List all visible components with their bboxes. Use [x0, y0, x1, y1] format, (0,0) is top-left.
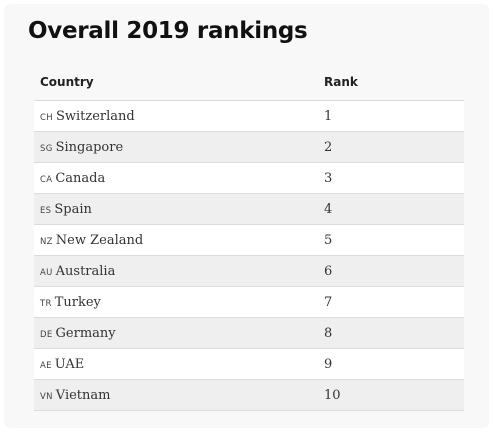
rank-cell: 3	[324, 170, 333, 186]
country-cell: DE Germany	[34, 326, 322, 341]
country-name: UAE	[54, 356, 85, 372]
rank-cell: 5	[324, 232, 333, 248]
table-row: ES Spain 4	[34, 194, 464, 225]
country-cell: CA Canada	[34, 171, 322, 186]
rankings-card: Overall 2019 rankings Country Rank CH Swi…	[4, 4, 489, 428]
country-code: AU	[40, 267, 53, 278]
country-cell: CH Switzerland	[34, 109, 322, 124]
page-title: Overall 2019 rankings	[28, 18, 308, 44]
country-name: Singapore	[55, 139, 124, 155]
country-code: CH	[40, 112, 53, 123]
rank-cell: 2	[324, 139, 333, 155]
country-cell: ES Spain	[34, 202, 322, 217]
country-code: SG	[40, 143, 53, 154]
country-code: TR	[40, 298, 52, 309]
country-cell: SG Singapore	[34, 140, 322, 155]
table-row: CH Switzerland 1	[34, 101, 464, 132]
country-name: Spain	[54, 201, 92, 217]
country-code: AE	[40, 360, 52, 371]
country-cell: VN Vietnam	[34, 388, 322, 403]
table-row: CA Canada 3	[34, 163, 464, 194]
table-row: VN Vietnam 10	[34, 380, 464, 411]
rank-cell: 6	[324, 263, 333, 279]
rank-cell: 7	[324, 294, 333, 310]
table-row: AU Australia 6	[34, 256, 464, 287]
table-row: SG Singapore 2	[34, 132, 464, 163]
country-name: New Zealand	[55, 232, 144, 248]
country-name: Turkey	[54, 294, 101, 310]
country-name: Vietnam	[55, 387, 111, 403]
country-name: Canada	[55, 170, 106, 186]
country-cell: AE UAE	[34, 357, 322, 372]
country-cell: NZ New Zealand	[34, 233, 322, 248]
country-name: Switzerland	[55, 108, 135, 124]
table-row: DE Germany 8	[34, 318, 464, 349]
rank-cell: 10	[324, 387, 341, 403]
country-name: Australia	[55, 263, 116, 279]
table-row: TR Turkey 7	[34, 287, 464, 318]
country-cell: TR Turkey	[34, 295, 322, 310]
country-code: NZ	[40, 236, 53, 247]
table-row: NZ New Zealand 5	[34, 225, 464, 256]
rankings-table: Country Rank CH Switzerland 1 SG Singapore…	[34, 64, 464, 411]
table-row: AE UAE 9	[34, 349, 464, 380]
rank-cell: 8	[324, 325, 333, 341]
country-code: VN	[40, 391, 53, 402]
rank-column-header: Rank	[324, 75, 358, 89]
rank-cell: 4	[324, 201, 333, 217]
country-column-header: Country	[40, 75, 94, 89]
country-cell: AU Australia	[34, 264, 322, 279]
rank-cell: 1	[324, 108, 333, 124]
country-code: ES	[40, 205, 52, 216]
country-code: DE	[40, 329, 53, 340]
country-name: Germany	[55, 325, 116, 341]
rank-cell: 9	[324, 356, 333, 372]
country-code: CA	[40, 174, 53, 185]
table-header: Country Rank	[34, 64, 464, 101]
